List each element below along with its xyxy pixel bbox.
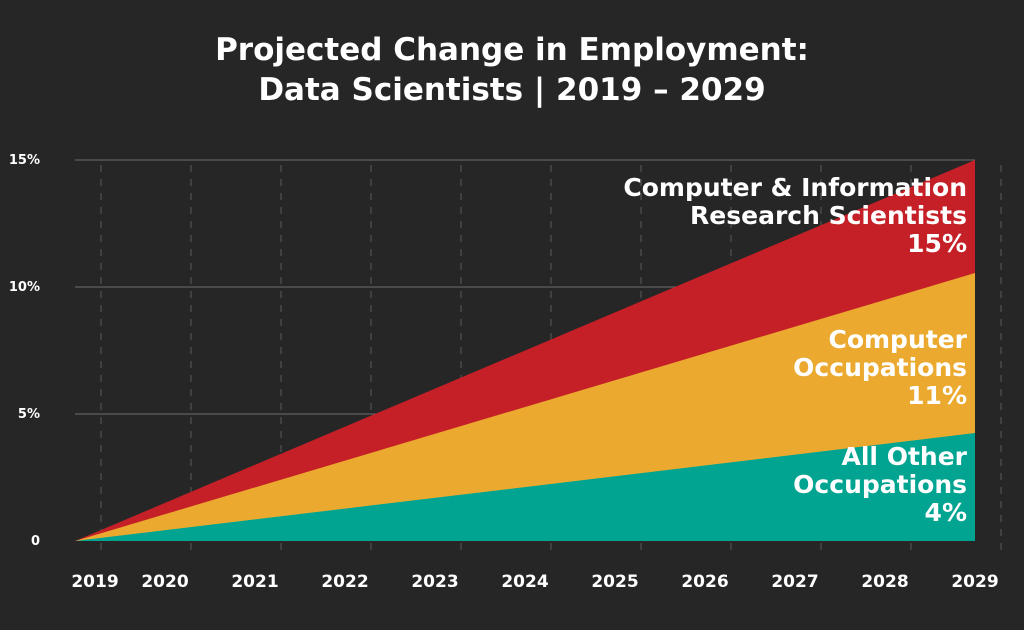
x-tick-label-0: 2019 xyxy=(71,572,118,592)
area-all_other xyxy=(75,433,975,541)
series-label-cirs-1: Research Scientists xyxy=(690,201,967,230)
y-tick-label-2: 10% xyxy=(9,280,40,295)
x-tick-label-3: 2022 xyxy=(321,572,368,592)
series-label-cirs-2: 15% xyxy=(907,229,967,258)
chart-title-line-2: Data Scientists | 2019 – 2029 xyxy=(258,72,766,108)
series-label-computer-0: Computer xyxy=(828,325,967,354)
chart-title: Projected Change in Employment: Data Sci… xyxy=(0,30,1024,110)
x-tick-label-8: 2027 xyxy=(771,572,818,592)
series-label-all_other-2: 4% xyxy=(925,498,967,527)
series-label-computer-2: 11% xyxy=(907,381,967,410)
x-tick-label-7: 2026 xyxy=(681,572,728,592)
y-tick-label-3: 15% xyxy=(9,153,40,168)
series-label-all_other-0: All Other xyxy=(842,442,968,471)
x-tick-label-2: 2021 xyxy=(231,572,278,592)
x-tick-label-5: 2024 xyxy=(501,572,548,592)
x-tick-label-10: 2029 xyxy=(951,572,998,592)
y-tick-label-1: 5% xyxy=(18,407,40,422)
series-label-cirs-0: Computer & Information xyxy=(623,173,967,202)
series-label-all_other-1: Occupations xyxy=(793,470,967,499)
chart-title-line-1: Projected Change in Employment: xyxy=(215,32,809,68)
x-tick-label-9: 2028 xyxy=(861,572,908,592)
series-label-computer-1: Occupations xyxy=(793,353,967,382)
x-tick-label-1: 2020 xyxy=(141,572,188,592)
y-tick-label-0: 0 xyxy=(31,534,40,549)
x-tick-label-6: 2025 xyxy=(591,572,638,592)
x-tick-label-4: 2023 xyxy=(411,572,458,592)
